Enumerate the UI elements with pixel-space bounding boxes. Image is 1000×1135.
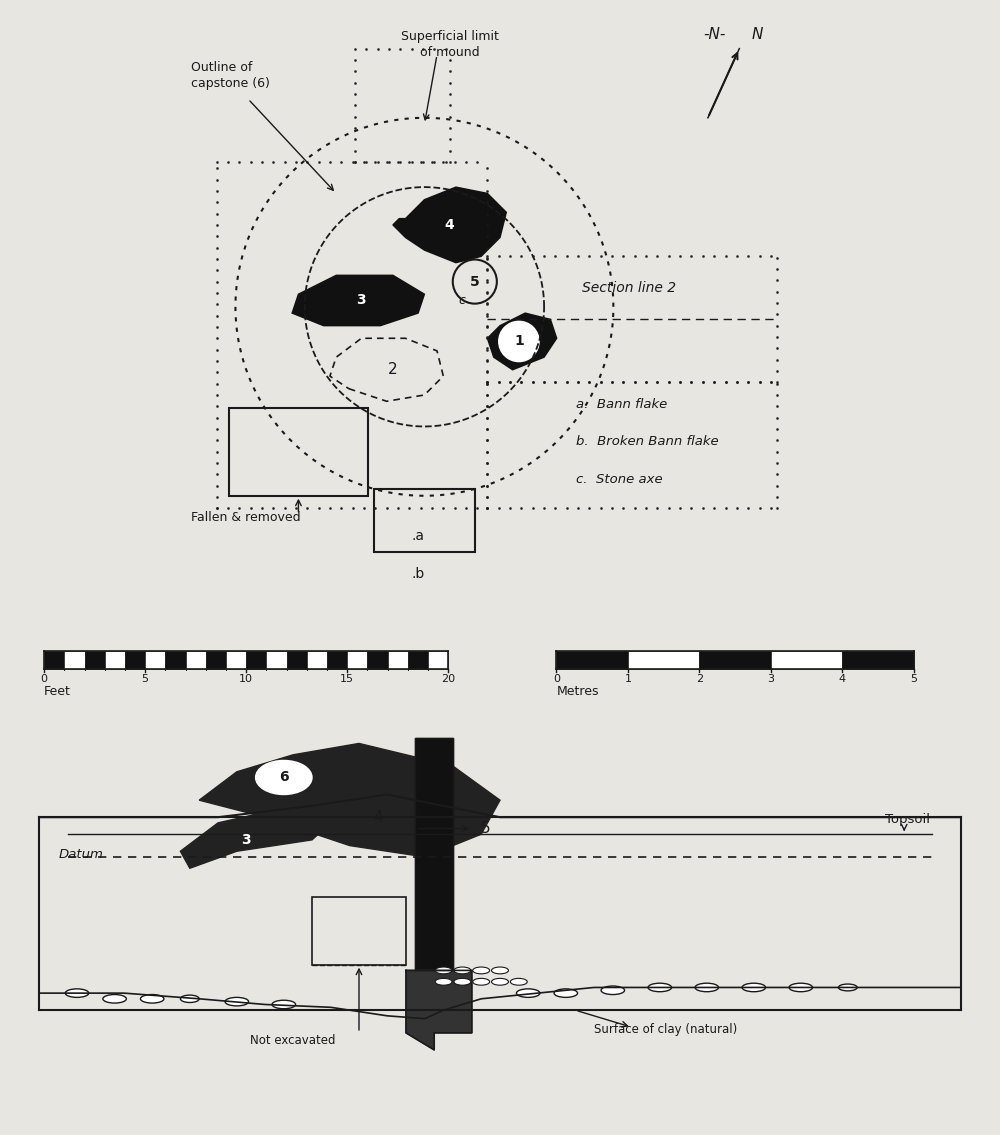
Bar [327, 651, 347, 669]
Circle shape [256, 760, 312, 794]
Text: 20: 20 [441, 674, 455, 683]
Ellipse shape [789, 983, 813, 992]
Ellipse shape [435, 967, 452, 974]
Bar [44, 651, 64, 669]
Bar [699, 651, 771, 669]
Ellipse shape [103, 994, 126, 1003]
Ellipse shape [838, 984, 857, 991]
Bar [347, 651, 367, 669]
Bar [246, 651, 266, 669]
Bar [85, 651, 105, 669]
Ellipse shape [272, 1000, 296, 1009]
Ellipse shape [492, 978, 508, 985]
Text: 0: 0 [41, 674, 48, 683]
Bar [287, 651, 307, 669]
Bar [125, 651, 145, 669]
Text: Outline of
capstone (6): Outline of capstone (6) [191, 61, 270, 90]
Bar [367, 651, 388, 669]
Polygon shape [393, 187, 506, 262]
Text: Topsoil: Topsoil [885, 813, 930, 825]
Bar [312, 897, 406, 965]
Text: Feet: Feet [44, 684, 71, 698]
Text: 3: 3 [357, 294, 366, 308]
Ellipse shape [65, 989, 89, 998]
Ellipse shape [180, 995, 199, 1002]
Bar [229, 407, 368, 496]
Text: Surface of clay (natural): Surface of clay (natural) [594, 1023, 737, 1036]
Bar [771, 651, 842, 669]
Polygon shape [487, 313, 557, 370]
Ellipse shape [648, 983, 672, 992]
Bar [842, 651, 914, 669]
Ellipse shape [473, 967, 490, 974]
Text: Not excavated: Not excavated [250, 1034, 336, 1048]
Ellipse shape [454, 978, 471, 985]
Polygon shape [406, 970, 472, 1050]
Bar [266, 651, 287, 669]
Bar [307, 651, 327, 669]
Bar [628, 651, 699, 669]
Ellipse shape [140, 994, 164, 1003]
Bar [105, 651, 125, 669]
Bar [165, 651, 186, 669]
Polygon shape [180, 806, 331, 868]
Text: Metres: Metres [556, 684, 599, 698]
Text: Fallen & removed: Fallen & removed [191, 511, 301, 524]
Ellipse shape [601, 986, 625, 994]
Ellipse shape [516, 989, 540, 998]
Ellipse shape [435, 978, 452, 985]
Text: .a: .a [412, 529, 425, 543]
Ellipse shape [473, 978, 490, 985]
Text: 1: 1 [514, 335, 524, 348]
Bar [408, 651, 428, 669]
Text: 3: 3 [767, 674, 774, 683]
Text: 10: 10 [239, 674, 253, 683]
Text: 5: 5 [481, 821, 491, 836]
Text: 1: 1 [624, 674, 631, 683]
Ellipse shape [742, 983, 766, 992]
Text: Datum: Datum [58, 848, 103, 860]
Bar [556, 651, 628, 669]
Text: .b: .b [412, 566, 425, 581]
Text: c.  Stone axe: c. Stone axe [576, 473, 662, 486]
Bar [206, 651, 226, 669]
Bar [186, 651, 206, 669]
Text: Superficial limit
of mound: Superficial limit of mound [401, 30, 499, 59]
Text: 2: 2 [388, 362, 398, 377]
Text: a.  Bann flake: a. Bann flake [576, 397, 667, 411]
Ellipse shape [510, 978, 527, 985]
Text: -N-: -N- [703, 27, 725, 42]
Text: N: N [752, 27, 763, 42]
Polygon shape [199, 743, 500, 857]
Text: c: c [459, 294, 466, 306]
Text: b.  Broken Bann flake: b. Broken Bann flake [576, 436, 718, 448]
Bar [226, 651, 246, 669]
Text: 5: 5 [910, 674, 917, 683]
Text: 4: 4 [839, 674, 846, 683]
Ellipse shape [695, 983, 719, 992]
Text: 15: 15 [340, 674, 354, 683]
Text: 2: 2 [696, 674, 703, 683]
Text: 0: 0 [553, 674, 560, 683]
Polygon shape [415, 738, 453, 970]
Text: Section line 2: Section line 2 [582, 280, 676, 295]
Bar [428, 651, 448, 669]
Text: 6: 6 [279, 771, 289, 784]
Text: 3: 3 [241, 833, 251, 847]
Ellipse shape [492, 967, 508, 974]
Bar [374, 489, 475, 553]
Text: 4: 4 [445, 218, 454, 232]
Bar [145, 651, 165, 669]
Ellipse shape [225, 998, 249, 1006]
Circle shape [453, 260, 497, 304]
Bar [388, 651, 408, 669]
Text: 4: 4 [373, 809, 383, 825]
Text: 5: 5 [142, 674, 149, 683]
Ellipse shape [554, 989, 578, 998]
Circle shape [499, 321, 539, 362]
Polygon shape [292, 276, 424, 326]
Text: 5: 5 [470, 275, 480, 288]
Bar [64, 651, 85, 669]
Ellipse shape [454, 967, 471, 974]
